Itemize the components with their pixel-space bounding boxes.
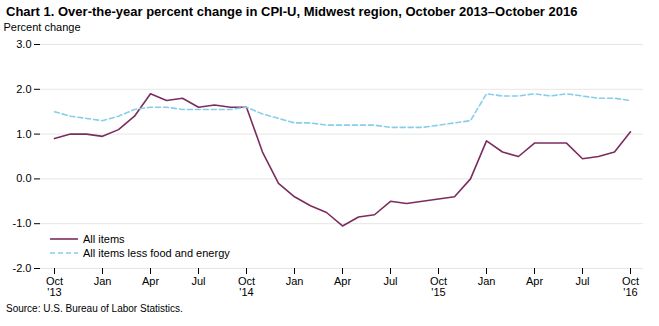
svg-text:2.0: 2.0: [16, 83, 31, 95]
html-text:Chart 1. Over-the-year percent: Chart 1. Over-the-year percent change in…: [6, 4, 578, 19]
svg-text:Apr: Apr: [526, 275, 543, 287]
svg-text:Jul: Jul: [575, 275, 589, 287]
html-text:All items: All items: [83, 233, 125, 245]
svg-text:Oct'15: Oct'15: [430, 275, 447, 298]
svg-text:Jul: Jul: [383, 275, 397, 287]
svg-text:-2.0: -2.0: [13, 262, 32, 274]
svg-text:Jul: Jul: [191, 275, 205, 287]
svg-text:Jan: Jan: [94, 275, 112, 287]
svg-text:Jan: Jan: [478, 275, 496, 287]
html-text:Source: U.S. Bureau of Labor S: Source: U.S. Bureau of Labor Statistics.: [6, 303, 183, 314]
svg-text:Oct'16: Oct'16: [622, 275, 639, 298]
svg-text:Jan: Jan: [286, 275, 304, 287]
svg-text:Apr: Apr: [142, 275, 159, 287]
svg-text:-1.0: -1.0: [13, 217, 32, 229]
svg-text:0.0: 0.0: [16, 172, 31, 184]
svg-text:3.0: 3.0: [16, 38, 31, 50]
svg-text:Percent change: Percent change: [4, 21, 81, 33]
svg-text:1.0: 1.0: [16, 128, 31, 140]
svg-text:Oct'14: Oct'14: [238, 275, 255, 298]
svg-text:Oct'13: Oct'13: [46, 275, 63, 298]
html-text:All items less food and energy: All items less food and energy: [83, 247, 230, 259]
svg-text:Apr: Apr: [334, 275, 351, 287]
